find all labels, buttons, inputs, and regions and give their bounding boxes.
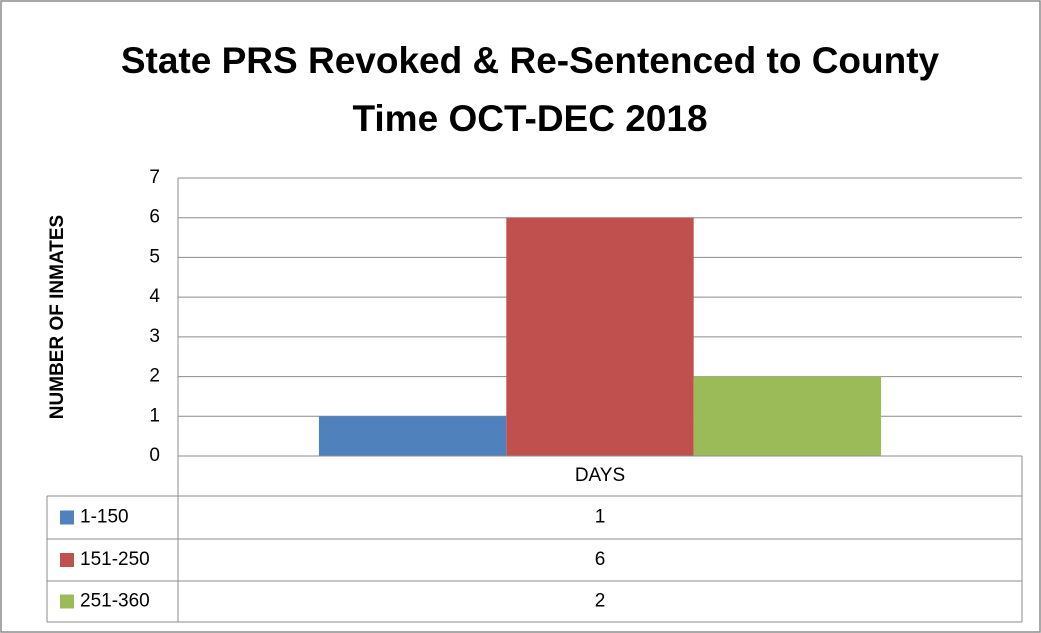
legend-key [60,510,74,525]
bar [693,376,882,456]
y-tick-label: 7 [149,167,160,188]
y-tick-label: 1 [149,405,160,426]
legend-label: 151-250 [80,549,150,570]
x-tick-label: DAYS [575,465,625,486]
y-axis-label: NUMBER OF INMATES [47,215,68,419]
table-value: 6 [595,549,606,570]
legend-label: 251-360 [80,591,150,612]
chart-title: State PRS Revoked & Re-Sentenced to Coun… [120,40,940,139]
y-tick-label: 6 [149,207,160,228]
y-tick-label: 5 [149,246,160,267]
bar [318,416,507,456]
y-tick-label: 3 [149,326,160,347]
bar [506,217,694,456]
y-tick-label: 4 [149,286,160,307]
table-value: 1 [595,507,606,528]
y-tick-label: 2 [149,366,160,387]
legend-label: 1-150 [80,507,129,528]
table-value: 2 [595,591,606,612]
y-tick-label: 0 [149,445,160,466]
legend-key [60,594,74,609]
legend-key [60,553,74,567]
